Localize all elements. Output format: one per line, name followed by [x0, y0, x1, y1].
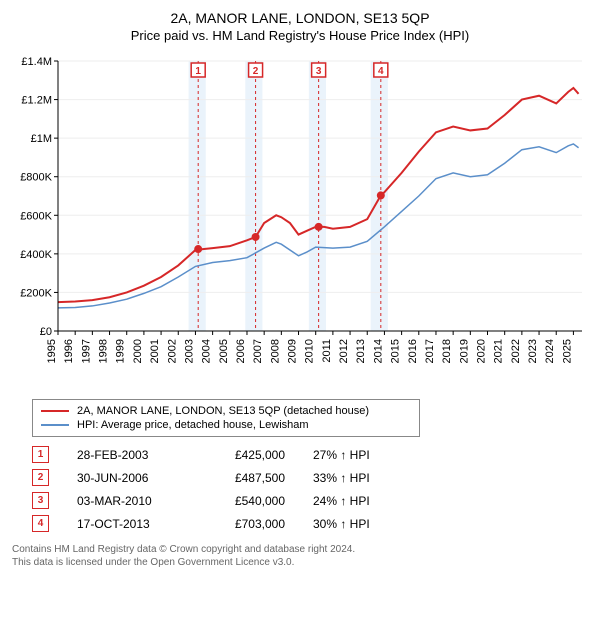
legend-label: 2A, MANOR LANE, LONDON, SE13 5QP (detach… [77, 405, 369, 417]
x-tick-label: 1996 [63, 339, 75, 363]
x-tick-label: 2004 [201, 339, 213, 363]
sale-price: £425,000 [205, 448, 285, 462]
x-tick-label: 2000 [132, 339, 144, 363]
svg-text:1: 1 [195, 66, 201, 77]
sale-point [315, 223, 323, 231]
x-tick-label: 2015 [390, 339, 402, 363]
sale-row: 1 28-FEB-2003 £425,000 27% ↑ HPI [32, 443, 592, 466]
x-tick-label: 2016 [407, 339, 419, 363]
x-tick-label: 2007 [252, 339, 264, 363]
sale-point [377, 191, 385, 199]
footer-attribution: Contains HM Land Registry data © Crown c… [12, 543, 592, 569]
sale-marker: 1 [32, 446, 49, 463]
x-tick-label: 2020 [476, 339, 488, 363]
footer-line-1: Contains HM Land Registry data © Crown c… [12, 543, 592, 556]
sale-point [252, 233, 260, 241]
x-tick-label: 2014 [372, 339, 384, 363]
sale-date: 17-OCT-2013 [77, 517, 177, 531]
sale-date: 30-JUN-2006 [77, 471, 177, 485]
sale-marker: 2 [32, 469, 49, 486]
sale-price: £703,000 [205, 517, 285, 531]
y-tick-label: £600K [20, 210, 52, 222]
sale-pct: 27% ↑ HPI [313, 448, 393, 462]
x-tick-label: 2008 [269, 339, 281, 363]
sale-price: £540,000 [205, 494, 285, 508]
legend-label: HPI: Average price, detached house, Lewi… [77, 419, 309, 431]
sale-marker: 3 [32, 492, 49, 509]
y-tick-label: £0 [40, 326, 52, 338]
x-tick-label: 2019 [458, 339, 470, 363]
sale-point [194, 245, 202, 253]
legend: 2A, MANOR LANE, LONDON, SE13 5QP (detach… [32, 399, 420, 437]
sale-marker: 4 [32, 515, 49, 532]
sale-band [309, 61, 326, 331]
x-tick-label: 2003 [183, 339, 195, 363]
sale-marker-on-chart: 3 [312, 63, 326, 77]
legend-swatch [41, 424, 69, 426]
sale-marker-on-chart: 4 [374, 63, 388, 77]
y-tick-label: £1.2M [21, 95, 52, 107]
svg-text:2: 2 [253, 66, 259, 77]
y-tick-label: £400K [20, 249, 52, 261]
chart-svg: £0 £200K £400K £600K £800K £1M £1.2M £1.4M 1995 1… [8, 51, 592, 391]
price-chart: £0 £200K £400K £600K £800K £1M £1.2M £1.4M 1995 1… [8, 51, 592, 391]
sale-band [189, 61, 206, 331]
sale-band [245, 61, 262, 331]
sale-date: 28-FEB-2003 [77, 448, 177, 462]
sales-table: 1 28-FEB-2003 £425,000 27% ↑ HPI 2 30-JUN-200… [32, 443, 592, 535]
x-tick-label: 2009 [287, 339, 299, 363]
x-tick-label: 2002 [166, 339, 178, 363]
x-tick-label: 2018 [441, 339, 453, 363]
footer-line-2: This data is licensed under the Open Gov… [12, 556, 592, 569]
svg-text:3: 3 [316, 66, 322, 77]
x-tick-label: 1998 [98, 339, 110, 363]
x-tick-label: 2021 [493, 339, 505, 363]
x-tick-label: 2013 [355, 339, 367, 363]
sale-row: 4 17-OCT-2013 £703,000 30% ↑ HPI [32, 512, 592, 535]
legend-swatch [41, 410, 69, 412]
chart-subtitle: Price paid vs. HM Land Registry's House … [8, 28, 592, 43]
svg-text:4: 4 [378, 66, 384, 77]
y-tick-label: £200K [20, 287, 52, 299]
x-tick-label: 2025 [561, 339, 573, 363]
y-tick-label: £800K [20, 172, 52, 184]
sale-price: £487,500 [205, 471, 285, 485]
x-tick-label: 2017 [424, 339, 436, 363]
x-tick-label: 2005 [218, 339, 230, 363]
sale-pct: 33% ↑ HPI [313, 471, 393, 485]
legend-item: 2A, MANOR LANE, LONDON, SE13 5QP (detach… [41, 404, 411, 418]
x-tick-label: 1999 [115, 339, 127, 363]
x-tick-label: 2024 [544, 339, 556, 363]
sale-row: 2 30-JUN-2006 £487,500 33% ↑ HPI [32, 466, 592, 489]
sale-pct: 24% ↑ HPI [313, 494, 393, 508]
y-tick-label: £1M [31, 133, 52, 145]
sale-date: 03-MAR-2010 [77, 494, 177, 508]
x-tick-label: 2012 [338, 339, 350, 363]
chart-title: 2A, MANOR LANE, LONDON, SE13 5QP [8, 10, 592, 26]
sale-marker-on-chart: 2 [249, 63, 263, 77]
legend-item: HPI: Average price, detached house, Lewi… [41, 418, 411, 432]
x-tick-label: 1997 [80, 339, 92, 363]
x-tick-label: 2001 [149, 339, 161, 363]
y-tick-label: £1.4M [21, 56, 52, 68]
x-tick-label: 2022 [510, 339, 522, 363]
x-tick-label: 2011 [321, 339, 333, 363]
x-tick-label: 2006 [235, 339, 247, 363]
sale-row: 3 03-MAR-2010 £540,000 24% ↑ HPI [32, 489, 592, 512]
x-tick-label: 1995 [46, 339, 58, 363]
sale-marker-on-chart: 1 [191, 63, 205, 77]
x-tick-label: 2010 [304, 339, 316, 363]
sale-pct: 30% ↑ HPI [313, 517, 393, 531]
x-tick-label: 2023 [527, 339, 539, 363]
